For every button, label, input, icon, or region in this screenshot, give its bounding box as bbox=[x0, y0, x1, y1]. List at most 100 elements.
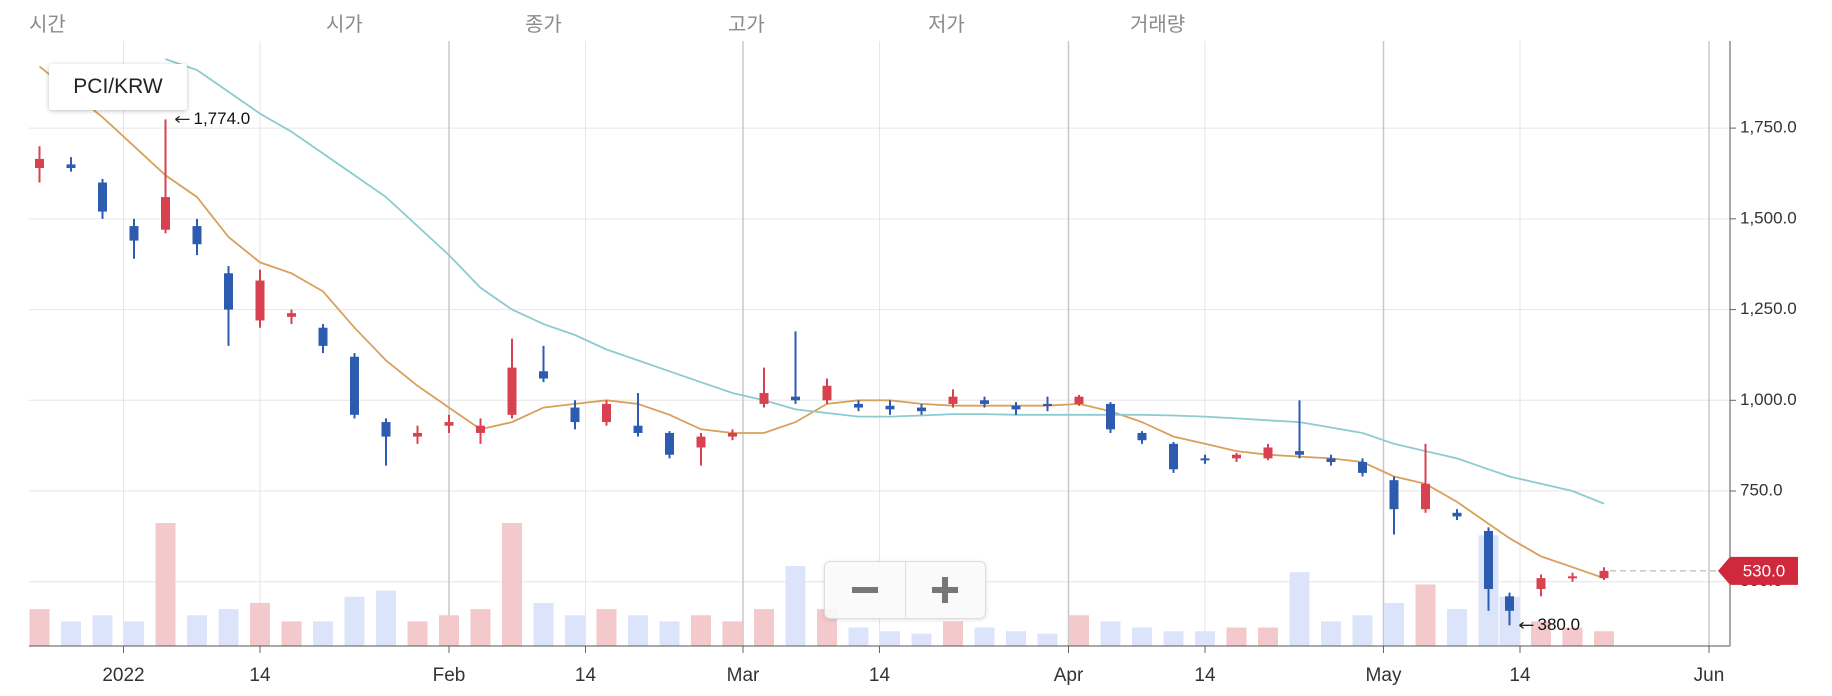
x-tick-label: Jun bbox=[1694, 665, 1725, 686]
zoom-controls bbox=[824, 561, 986, 619]
volume-bar bbox=[1069, 615, 1089, 646]
plus-icon bbox=[932, 577, 959, 603]
x-tick-label: 2022 bbox=[102, 665, 144, 686]
candle-body bbox=[1568, 576, 1577, 579]
volume-bar bbox=[1100, 621, 1121, 646]
legend: PCI/KRW bbox=[49, 64, 187, 110]
candle-body bbox=[696, 436, 706, 448]
volume-bar bbox=[596, 609, 617, 646]
candle-body bbox=[98, 182, 107, 212]
zoom-in-button[interactable] bbox=[904, 562, 986, 618]
volume-bar bbox=[659, 621, 680, 646]
header-label: 고가 bbox=[728, 14, 765, 36]
candle-body bbox=[1599, 570, 1609, 579]
volume-bar bbox=[470, 609, 491, 646]
volume-bar bbox=[218, 609, 239, 646]
zoom-out-button[interactable] bbox=[825, 562, 905, 618]
candle-body bbox=[1169, 443, 1178, 470]
candle-body bbox=[633, 425, 643, 433]
candle-body bbox=[129, 226, 139, 241]
volume-bar bbox=[1195, 631, 1215, 646]
candle-body bbox=[854, 403, 863, 408]
volume-bar bbox=[313, 621, 333, 646]
candle-body bbox=[318, 327, 328, 346]
volume-bar bbox=[250, 602, 270, 646]
candle-body bbox=[1200, 458, 1210, 461]
volume-bar bbox=[880, 631, 900, 646]
volume-bar bbox=[691, 615, 711, 646]
header-label: 거래량 bbox=[1130, 14, 1186, 36]
candle-body bbox=[1358, 461, 1367, 473]
candle-body bbox=[444, 422, 454, 426]
candle-body bbox=[885, 405, 895, 410]
volume-bar bbox=[1352, 615, 1373, 646]
last-price-flag bbox=[1718, 556, 1798, 585]
x-tick-label: Apr bbox=[1054, 665, 1084, 686]
candle-body bbox=[1452, 512, 1462, 517]
volume-bar bbox=[1562, 627, 1583, 646]
volume-bar bbox=[155, 523, 176, 646]
x-tick-label: Mar bbox=[727, 665, 760, 686]
volume-bar bbox=[754, 609, 774, 646]
volume-bar bbox=[974, 627, 995, 646]
candle-layer bbox=[35, 119, 1609, 626]
volume-bar bbox=[1321, 621, 1341, 646]
volume-bar bbox=[1447, 609, 1467, 646]
candle-body bbox=[1421, 483, 1430, 510]
candle-body bbox=[66, 164, 76, 169]
volume-bar bbox=[376, 590, 396, 646]
volume-bar bbox=[1289, 572, 1310, 646]
candle-body bbox=[476, 425, 485, 433]
y-tick-label: 1,500.0 bbox=[1740, 208, 1797, 227]
header-label: 시가 bbox=[326, 14, 363, 36]
candle-body bbox=[759, 393, 769, 404]
annotation-label: 380.0 bbox=[1538, 615, 1581, 634]
candle-body bbox=[1232, 454, 1241, 459]
x-tick-label: 14 bbox=[1509, 665, 1531, 686]
volume-bar bbox=[533, 602, 554, 646]
volume-bar bbox=[722, 621, 743, 646]
candle-body bbox=[1106, 403, 1115, 430]
x-tick-label: May bbox=[1366, 665, 1402, 686]
volume-bar bbox=[187, 615, 207, 646]
candle-body bbox=[413, 432, 422, 437]
candle-body bbox=[350, 356, 359, 415]
volume-bar bbox=[565, 615, 585, 646]
volume-bar bbox=[1258, 627, 1278, 646]
candle-body bbox=[1263, 447, 1273, 459]
candle-body bbox=[161, 197, 170, 230]
volume-layer bbox=[29, 523, 1614, 646]
candle-body bbox=[1137, 432, 1147, 441]
candle-body bbox=[381, 422, 391, 437]
volume-bar bbox=[628, 615, 648, 646]
volume-bar bbox=[61, 621, 81, 646]
volume-bar bbox=[943, 621, 963, 646]
moving-average-line bbox=[165, 58, 1605, 505]
candle-body bbox=[35, 158, 44, 169]
annotation-arrow bbox=[175, 115, 190, 123]
volume-bar bbox=[502, 523, 522, 646]
volume-bar bbox=[407, 621, 428, 646]
candle-body bbox=[728, 432, 737, 437]
x-tick-label: 14 bbox=[249, 665, 271, 686]
volume-bar bbox=[1384, 602, 1404, 646]
grid bbox=[29, 41, 1730, 646]
candle-body bbox=[948, 396, 958, 404]
candle-body bbox=[1389, 480, 1399, 510]
candle-body bbox=[602, 403, 611, 423]
candle-body bbox=[917, 407, 926, 412]
volume-bar bbox=[1531, 621, 1551, 646]
y-tick-label: 1,000.0 bbox=[1740, 390, 1797, 409]
x-tick-label: 14 bbox=[1194, 665, 1216, 686]
minus-icon bbox=[851, 587, 878, 593]
volume-bar bbox=[281, 621, 302, 646]
candle-body bbox=[1484, 530, 1493, 590]
last-price-label: 530.0 bbox=[1743, 561, 1786, 580]
volume-bar bbox=[911, 633, 932, 646]
y-tick-label: 750.0 bbox=[1740, 481, 1783, 500]
header-label: 시간 bbox=[29, 14, 66, 36]
candle-body bbox=[570, 407, 580, 423]
candle-body bbox=[1074, 396, 1084, 404]
